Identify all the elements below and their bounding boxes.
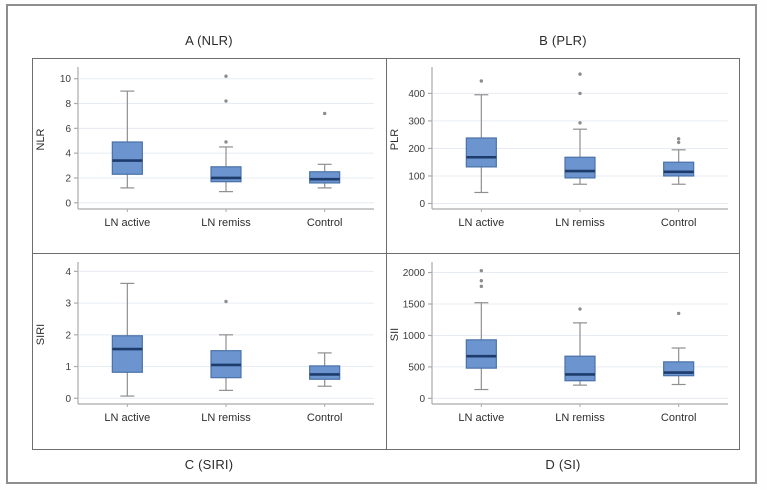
boxplot-sii-chart: 0 500 1000 1500 2000 SII LN active LN remiss Con… (389, 262, 728, 424)
outlier-point (224, 74, 228, 78)
y-tick-label: 2 (65, 330, 71, 341)
panel-a-nlr: 0 2 4 6 8 10 NLR LN active LN remiss Control (33, 59, 387, 254)
panel-d-sii: 0 500 1000 1500 2000 SII LN active LN remiss Con… (387, 254, 740, 449)
outlier-point (578, 91, 582, 96)
y-tick-label: 2 (65, 173, 71, 184)
x-category-label: LN active (458, 217, 504, 229)
y-axis-title: NLR (35, 128, 47, 150)
iqr-box (465, 339, 497, 369)
y-tick-label: 200 (408, 144, 425, 155)
boxplot-plr-chart: 0 100 200 300 400 PLR LN active LN remiss Contro… (389, 67, 728, 229)
boxplot-nlr-chart: 0 2 4 6 8 10 NLR LN active LN remiss Control (35, 67, 374, 229)
outlier-point (676, 137, 681, 141)
x-category-label: LN active (104, 412, 150, 424)
outlier-point (479, 279, 484, 283)
panel-b-title: B (PLR) (539, 33, 587, 48)
panel-b-plr: 0 100 200 300 400 PLR LN active LN remiss Contro… (387, 59, 740, 254)
y-tick-label: 1000 (403, 331, 426, 342)
outlier-point (676, 311, 681, 316)
x-category-label: Control (307, 217, 342, 229)
iqr-box (309, 171, 341, 184)
x-category-label: Control (307, 412, 342, 424)
y-tick-label: 6 (65, 124, 71, 135)
iqr-box (111, 335, 143, 373)
outlier-point (322, 111, 327, 116)
boxplot-control (309, 352, 341, 387)
boxplot-ln-remiss (210, 74, 242, 193)
y-axis-title: SIRI (35, 324, 47, 345)
boxplot-control (663, 311, 695, 386)
iqr-box (564, 355, 596, 382)
outlier-point (224, 140, 228, 144)
boxplot-ln-active (111, 282, 143, 397)
y-tick-label: 4 (65, 267, 71, 278)
outlier-point (578, 72, 582, 76)
outlier-point (479, 79, 484, 83)
y-axis-title: SII (389, 328, 401, 341)
x-category-label: LN remiss (555, 217, 605, 229)
boxplot-ln-active (111, 90, 143, 189)
boxplot-control (309, 111, 341, 189)
outlier-point (224, 299, 228, 304)
boxplot-ln-active (465, 79, 497, 194)
boxplot-control (663, 137, 695, 185)
y-tick-label: 300 (408, 116, 425, 127)
y-axis-title: PLR (389, 129, 401, 150)
panel-c-siri: 0 1 2 3 4 SIRI LN active LN remiss Control (33, 254, 387, 449)
y-tick-label: 1 (65, 362, 71, 373)
y-tick-label: 0 (419, 394, 425, 405)
y-tick-label: 400 (408, 89, 425, 100)
x-category-label: Control (661, 217, 696, 229)
y-tick-label: 0 (419, 199, 425, 210)
x-category-label: LN remiss (201, 412, 251, 424)
x-category-label: Control (661, 412, 696, 424)
y-tick-label: 2000 (403, 268, 426, 279)
y-tick-label: 1500 (403, 299, 426, 310)
outlier-point (578, 307, 582, 311)
y-tick-label: 4 (65, 149, 71, 160)
iqr-box (111, 141, 143, 175)
boxplot-siri-chart: 0 1 2 3 4 SIRI LN active LN remiss Control (35, 262, 374, 424)
iqr-box (309, 365, 341, 380)
y-tick-label: 0 (65, 394, 71, 405)
panel-d-title: D (SI) (545, 457, 581, 472)
boxplot-ln-remiss (210, 299, 242, 391)
outlier-point (479, 284, 484, 289)
panel-grid: 0 2 4 6 8 10 NLR LN active LN remiss Control 0 100… (32, 58, 740, 450)
panel-a-title: A (NLR) (185, 33, 233, 48)
y-tick-label: 10 (60, 74, 72, 85)
panel-c-title: C (SIRI) (184, 457, 234, 472)
y-tick-label: 500 (408, 362, 425, 373)
iqr-box (663, 161, 695, 177)
x-category-label: LN active (104, 217, 150, 229)
iqr-box (465, 137, 497, 168)
iqr-box (210, 166, 242, 183)
outlier-point (578, 121, 582, 125)
outlier-point (676, 140, 681, 145)
boxplot-ln-remiss (564, 307, 596, 386)
boxplot-ln-active (465, 268, 497, 391)
iqr-box (564, 156, 596, 179)
y-tick-label: 3 (65, 299, 71, 310)
y-tick-label: 100 (408, 171, 425, 182)
x-category-label: LN remiss (555, 412, 605, 424)
outlier-point (479, 268, 484, 273)
outlier-point (224, 99, 228, 103)
figure-frame: A (NLR) B (PLR) 0 2 4 6 8 10 NLR LN active LN re… (6, 4, 757, 484)
x-category-label: LN active (458, 412, 504, 424)
x-category-label: LN remiss (201, 217, 251, 229)
y-tick-label: 0 (65, 198, 71, 209)
y-tick-label: 8 (65, 99, 71, 110)
boxplot-ln-remiss (564, 72, 596, 185)
